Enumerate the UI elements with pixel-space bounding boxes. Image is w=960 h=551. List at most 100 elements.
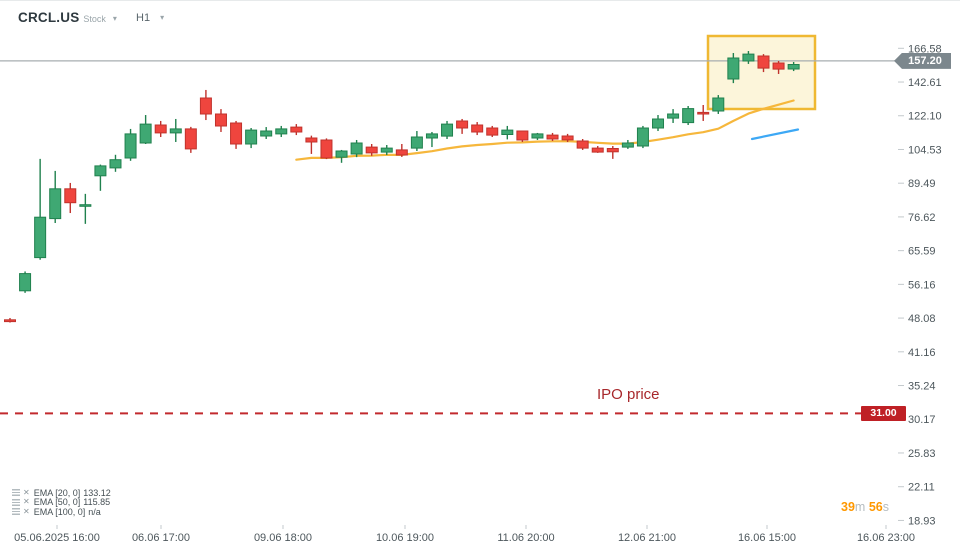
candle-up (79, 204, 92, 207)
candle-down (561, 135, 574, 141)
candle-up (245, 129, 258, 145)
indicator-label: EMA [50, 0] 115.85 (33, 497, 111, 508)
current-price-badge: 157.20 (894, 52, 951, 69)
ema20-line (295, 99, 795, 161)
candle-countdown: 39m 56s (841, 500, 889, 514)
y-axis-label: 30.17 (908, 414, 936, 426)
candle-down (471, 124, 484, 133)
candle-up (441, 123, 454, 137)
candle-up (260, 130, 273, 137)
indicator-remove-icon[interactable]: ✕ (23, 487, 30, 497)
candle-down (546, 134, 559, 140)
y-axis-label: 104.53 (908, 144, 942, 156)
candle-up (652, 118, 665, 129)
y-axis-label: 89.49 (908, 178, 936, 190)
x-axis-label: 11.06 20:00 (497, 532, 554, 544)
ema50-line (750, 128, 800, 141)
candle-down (395, 149, 408, 156)
candle-down (4, 319, 16, 323)
candle-up (682, 108, 695, 124)
candle-up (425, 133, 438, 139)
indicator-remove-icon[interactable]: ✕ (23, 497, 30, 507)
ipo-price-value: 31.00 (870, 406, 897, 419)
chevron-down-icon: ▾ (160, 13, 165, 22)
candle-up (742, 53, 755, 62)
candle-down (290, 126, 303, 133)
y-axis-label: 41.16 (908, 347, 936, 359)
candle-up (787, 64, 800, 70)
candle-up (667, 113, 680, 119)
candle-up (124, 133, 137, 159)
candle-down (365, 146, 378, 154)
candle-down (214, 113, 227, 127)
indicator-remove-icon[interactable]: ✕ (23, 506, 30, 516)
candle-up (19, 273, 32, 292)
y-axis-label: 166.58 (908, 43, 942, 55)
candle-down (606, 148, 619, 153)
indicator-row: ✕ EMA [50, 0] 115.85 (12, 497, 111, 508)
timeframe-label: H1 (136, 12, 151, 24)
chevron-down-icon: ▾ (112, 14, 117, 23)
y-axis-label: 22.11 (908, 482, 935, 494)
candle-down (486, 127, 499, 136)
y-axis-label: 35.24 (908, 381, 936, 393)
candle-down (772, 62, 785, 70)
candle-up (49, 188, 62, 220)
candle-up (139, 123, 152, 144)
symbol-selector[interactable]: CRCL.US Stock ▾ (18, 10, 117, 25)
countdown-minutes: 39 (841, 500, 855, 514)
highlight-box (706, 34, 817, 111)
candle-up (531, 133, 544, 139)
indicator-label: EMA [100, 0] n/a (33, 506, 101, 517)
candle-down (230, 122, 243, 145)
indicator-settings-icon[interactable] (12, 508, 20, 516)
ipo-price-badge: 31.00 (861, 405, 906, 421)
y-axis-label: 65.59 (908, 246, 936, 258)
candle-up (410, 136, 423, 149)
y-axis-label: 122.10 (908, 111, 942, 123)
candle-down (576, 140, 589, 149)
candle-down (64, 188, 77, 204)
candle-up (621, 142, 634, 148)
indicator-label: EMA [20, 0] 133.12 (33, 487, 111, 498)
countdown-seconds: 56 (868, 500, 883, 514)
candle-up (727, 57, 740, 80)
candle-up (34, 216, 47, 259)
candle-up (109, 159, 122, 169)
indicator-row: ✕ EMA [20, 0] 133.12 (12, 488, 111, 498)
y-axis-label: 18.93 (908, 515, 936, 527)
current-price-value: 157.20 (908, 54, 942, 67)
x-axis-label: 06.06 17:00 (132, 532, 190, 544)
candle-up (335, 150, 348, 158)
candle-down (305, 137, 318, 143)
candle-up (169, 128, 182, 134)
candle-up (636, 127, 649, 147)
x-axis-label: 09.06 18:00 (254, 532, 312, 544)
candle-down (697, 111, 710, 115)
y-axis-label: 76.62 (908, 212, 936, 224)
y-axis-label: 56.16 (908, 279, 936, 291)
indicator-legend: ✕ EMA [20, 0] 133.12 ✕ EMA [50, 0] 115.85 … (12, 488, 111, 517)
timeframe-selector[interactable]: H1 ▾ (136, 12, 164, 24)
candle-down (757, 55, 770, 69)
x-axis-label: 10.06 19:00 (376, 532, 434, 544)
candle-up (350, 142, 363, 155)
countdown-minutes-unit: m (854, 500, 866, 514)
x-axis-label: 16.06 15:00 (738, 532, 796, 544)
indicator-settings-icon[interactable] (12, 498, 20, 506)
candle-up (501, 129, 514, 136)
x-axis-label: 16.06 23:00 (857, 532, 915, 544)
candle-up (712, 97, 725, 112)
symbol-name: CRCL.US (18, 10, 80, 25)
y-axis-label: 142.61 (908, 77, 942, 89)
indicator-row: ✕ EMA [100, 0] n/a (12, 507, 111, 517)
countdown-seconds-unit: s (882, 500, 889, 514)
candle-up (275, 128, 288, 135)
y-axis-label: 48.08 (908, 313, 936, 325)
candle-down (516, 130, 529, 141)
indicator-settings-icon[interactable] (12, 489, 20, 497)
x-axis-label: 05.06.2025 16:00 (14, 532, 100, 544)
y-axis-label: 25.83 (908, 448, 936, 460)
